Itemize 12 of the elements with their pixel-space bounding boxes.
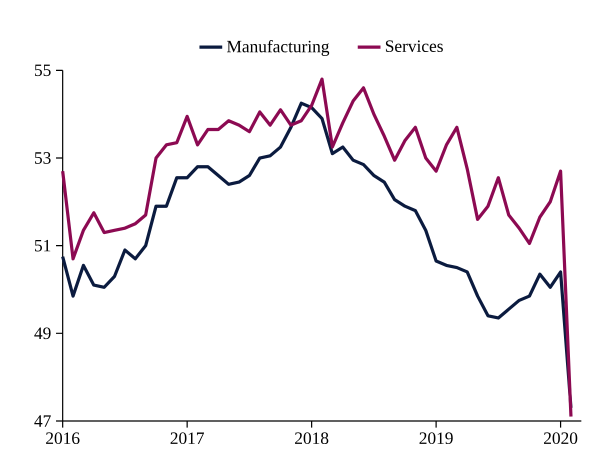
y-tick-label: 49 [34,328,51,340]
x-tick-label: 2016 [46,432,80,444]
y-tick-label: 53 [34,152,51,164]
y-tick-label: 47 [34,415,51,427]
x-tick-label: 2020 [544,432,578,444]
y-tick-label: 55 [34,64,51,76]
x-tick-label: 2019 [420,432,453,444]
y-tick-label: 51 [34,240,50,252]
legend-label: Manufacturing [226,40,330,56]
legend-label: Services [386,40,443,52]
x-tick-label: 2018 [295,432,328,444]
x-tick-label: 2017 [170,432,204,444]
